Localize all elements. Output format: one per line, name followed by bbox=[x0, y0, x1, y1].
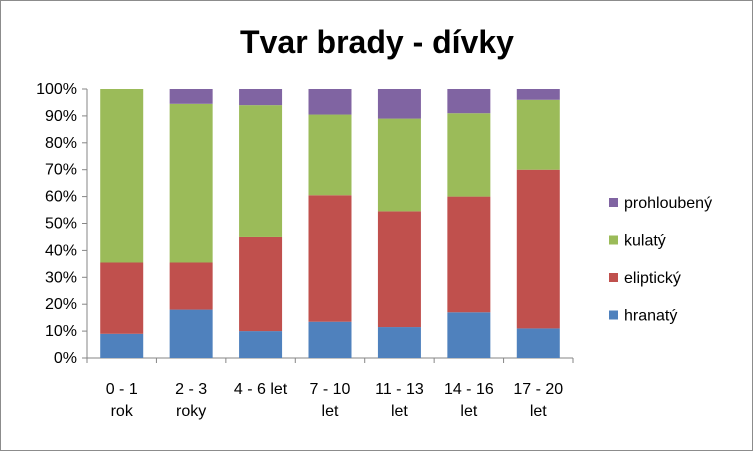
y-tick-label: 40% bbox=[45, 242, 77, 259]
y-tick-label: 90% bbox=[45, 108, 77, 125]
bar-segment-kulatý bbox=[377, 118, 421, 212]
x-category-label: 11 - 13 bbox=[375, 381, 424, 398]
legend-swatch bbox=[609, 198, 618, 207]
y-tick-label: 20% bbox=[45, 296, 77, 313]
bar-segment-hranatý bbox=[239, 331, 283, 358]
bar-segment-kulatý bbox=[308, 114, 352, 196]
bar-segment-eliptický bbox=[447, 196, 491, 313]
bar-segment-eliptický bbox=[377, 211, 421, 328]
bar-segment-kulatý bbox=[447, 113, 491, 197]
y-tick-label: 100% bbox=[36, 81, 77, 98]
legend-label: kulatý bbox=[624, 233, 666, 250]
bar-segment-eliptický bbox=[516, 169, 560, 329]
x-category-label: 2 - 3 bbox=[175, 381, 207, 398]
y-tick-label: 10% bbox=[45, 323, 77, 340]
x-category-label: let bbox=[322, 403, 339, 420]
x-category-label: let bbox=[530, 403, 547, 420]
x-category-label: 0 - 1 bbox=[106, 381, 138, 398]
bar-segment-prohloubený bbox=[239, 89, 283, 106]
bar-segment-hranatý bbox=[169, 309, 213, 358]
bar-segment-prohloubený bbox=[169, 89, 213, 104]
plot-area: 0% 10% 20% 30% 40% 50% 60% 70% 80% 90% 100% 0 - 1 ro… bbox=[36, 81, 574, 420]
x-category-label: let bbox=[460, 403, 477, 420]
legend-label: prohloubený bbox=[624, 195, 712, 212]
bar-segment-hranatý bbox=[308, 321, 352, 358]
bar-segment-kulatý bbox=[169, 103, 213, 263]
y-tick-label: 80% bbox=[45, 135, 77, 152]
x-category-label: 17 - 20 bbox=[513, 381, 563, 398]
bar-segment-eliptický bbox=[100, 262, 144, 334]
bar-segment-prohloubený bbox=[308, 89, 352, 115]
bar-segment-eliptický bbox=[169, 262, 213, 310]
bar-segment-eliptický bbox=[239, 236, 283, 332]
bar-segment-kulatý bbox=[239, 105, 283, 237]
x-category-label: 4 - 6 let bbox=[234, 381, 288, 398]
bar-segment-hranatý bbox=[377, 327, 421, 358]
legend-swatch bbox=[609, 310, 618, 320]
legend-swatch bbox=[609, 273, 618, 282]
legend: prohloubený kulatý eliptický hranatý bbox=[609, 195, 712, 325]
y-tick-label: 30% bbox=[45, 269, 77, 286]
bar-segment-prohloubený bbox=[447, 89, 491, 114]
x-category-label: 14 - 16 bbox=[444, 381, 494, 398]
bar-segment-eliptický bbox=[308, 195, 352, 322]
x-category-label: 7 - 10 bbox=[310, 381, 351, 398]
legend-swatch bbox=[609, 235, 618, 245]
bar-segment-hranatý bbox=[447, 312, 491, 358]
x-category-label: rok bbox=[111, 403, 134, 420]
x-category-label: let bbox=[391, 403, 408, 420]
bar-segment-prohloubený bbox=[516, 89, 560, 100]
bar-segment-kulatý bbox=[516, 99, 560, 170]
y-tick-label: 70% bbox=[45, 162, 77, 179]
y-tick-label: 50% bbox=[45, 216, 77, 233]
bar-segment-hranatý bbox=[100, 333, 144, 358]
legend-label: hranatý bbox=[624, 308, 677, 325]
x-category-label: roky bbox=[176, 403, 206, 420]
y-tick-label: 60% bbox=[45, 189, 77, 206]
bar-segment-kulatý bbox=[100, 89, 144, 263]
bar-segment-prohloubený bbox=[377, 89, 421, 119]
y-tick-label: 0% bbox=[54, 350, 77, 367]
legend-label: eliptický bbox=[624, 270, 681, 287]
bar-segment-hranatý bbox=[516, 328, 560, 358]
chart-title: Tvar brady - dívky bbox=[240, 24, 514, 60]
